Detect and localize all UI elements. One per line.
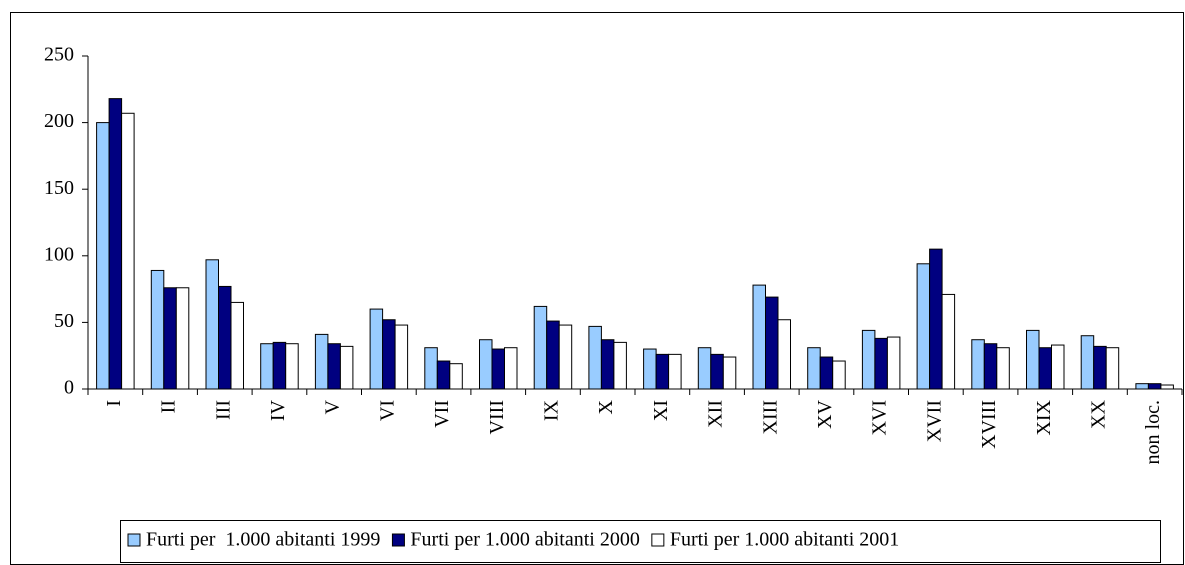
bar <box>205 259 219 390</box>
bar <box>996 347 1010 390</box>
bar <box>369 308 384 390</box>
bar <box>175 287 190 390</box>
bar <box>1080 335 1095 390</box>
bar <box>327 343 341 390</box>
x-tick-label: I <box>103 400 125 407</box>
x-tick-label: VIII <box>486 400 508 434</box>
bar <box>285 343 299 390</box>
legend-label: Furti per 1.000 abitanti 1999 <box>146 529 380 551</box>
bar <box>260 343 274 390</box>
bar <box>558 324 573 390</box>
bar <box>941 293 956 390</box>
legend-label: Furti per 1.000 abitanti 2000 <box>410 529 639 551</box>
bar <box>449 363 463 390</box>
x-tick-label: XII <box>705 400 727 428</box>
bar <box>96 122 110 390</box>
bar <box>710 353 724 390</box>
bar <box>272 341 287 390</box>
x-tick-label: VII <box>431 400 453 428</box>
x-tick-label: XIX <box>1033 399 1055 435</box>
bar <box>765 296 779 390</box>
y-tick-label: 50 <box>54 310 74 332</box>
bar <box>668 353 682 390</box>
bar <box>886 336 901 390</box>
bar <box>339 345 354 390</box>
x-tick-label: XIII <box>759 400 781 434</box>
y-tick-label: 200 <box>44 110 74 132</box>
bar <box>832 360 846 390</box>
y-tick-label: 250 <box>44 44 74 66</box>
x-tick-label: XVII <box>923 400 945 442</box>
x-tick-label: XVIII <box>978 400 1000 449</box>
bar <box>108 98 123 390</box>
legend-swatch <box>651 533 665 547</box>
x-tick-label: VI <box>376 400 398 421</box>
bar <box>916 263 931 390</box>
x-tick-label: X <box>595 399 617 414</box>
bar <box>1038 347 1052 390</box>
x-tick-label: IV <box>267 399 289 421</box>
bar <box>230 301 244 390</box>
x-tick-label: IX <box>541 399 563 421</box>
bar <box>861 329 876 390</box>
bar <box>588 325 602 390</box>
y-tick-label: 150 <box>44 177 74 199</box>
legend-swatch <box>127 533 141 547</box>
bar <box>1147 383 1162 390</box>
bar <box>777 319 791 390</box>
bar <box>807 347 821 390</box>
x-tick-label: XX <box>1088 399 1110 428</box>
x-tick-label: III <box>212 400 234 420</box>
bar <box>436 360 451 390</box>
bar <box>1135 383 1149 390</box>
bar <box>643 348 657 390</box>
bar <box>1160 384 1174 390</box>
bar <box>394 324 409 390</box>
bar <box>655 353 670 390</box>
bar <box>504 347 518 390</box>
x-tick-label: non loc. <box>1142 400 1164 464</box>
bar <box>218 285 232 390</box>
y-tick-label: 100 <box>44 243 74 265</box>
bar <box>479 339 493 390</box>
bar <box>1026 329 1040 390</box>
x-tick-label: XVI <box>869 400 891 436</box>
bar <box>600 339 615 390</box>
x-tick-label: V <box>322 399 344 414</box>
bar <box>1093 345 1107 390</box>
bar <box>1051 344 1065 390</box>
bar <box>929 248 943 390</box>
bar <box>874 337 888 390</box>
bar <box>722 356 737 390</box>
legend-swatch <box>391 533 405 547</box>
bar <box>533 305 548 390</box>
bar <box>819 356 834 390</box>
bar <box>424 347 438 390</box>
legend-label: Furti per 1.000 abitanti 2001 <box>670 529 899 551</box>
x-tick-label: XV <box>814 399 836 428</box>
bar <box>491 348 505 390</box>
bar <box>121 112 135 390</box>
bar <box>697 347 712 390</box>
bar <box>382 319 396 390</box>
bar <box>752 284 766 390</box>
x-tick-label: II <box>158 400 180 413</box>
bar <box>971 339 985 390</box>
x-tick-label: XI <box>650 400 672 421</box>
y-tick-label: 0 <box>64 377 74 399</box>
legend-box <box>120 520 1161 563</box>
bar <box>150 269 165 390</box>
bar <box>1105 347 1120 390</box>
bar <box>546 320 560 390</box>
bar <box>314 333 329 390</box>
bar <box>613 341 627 390</box>
bar <box>983 343 998 390</box>
bar <box>163 287 177 390</box>
